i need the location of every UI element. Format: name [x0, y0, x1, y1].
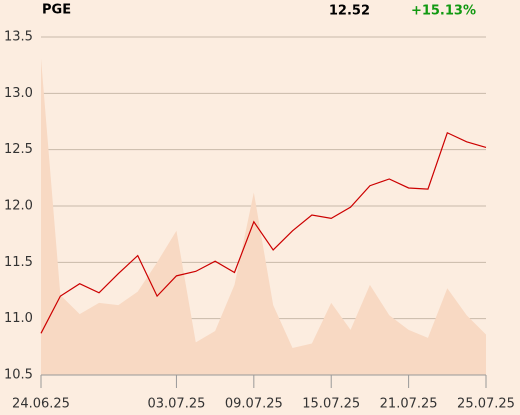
x-tick-label: 03.07.25 — [147, 397, 205, 412]
x-tick-label: 24.06.25 — [12, 397, 70, 412]
y-tick-label: 12.5 — [4, 142, 33, 157]
price: 12.52 — [329, 4, 370, 19]
price-line — [40, 131, 487, 334]
x-tick-label: 15.07.25 — [302, 397, 360, 412]
x-tick-label: 21.07.25 — [380, 397, 438, 412]
y-tick-label: 13.5 — [4, 30, 33, 45]
y-tick-label: 11.0 — [4, 311, 33, 326]
y-tick-label: 13.0 — [4, 86, 33, 101]
chart-title: PGE — [42, 3, 71, 18]
y-tick-label: 10.5 — [4, 368, 33, 383]
y-tick-label: 12.0 — [4, 199, 33, 214]
x-tick-label: 09.07.25 — [225, 397, 283, 412]
change: +15.13% — [411, 4, 476, 19]
volume-area — [41, 58, 486, 375]
x-tick-label: 25.07.25 — [457, 397, 515, 412]
y-tick-label: 11.5 — [4, 255, 33, 270]
